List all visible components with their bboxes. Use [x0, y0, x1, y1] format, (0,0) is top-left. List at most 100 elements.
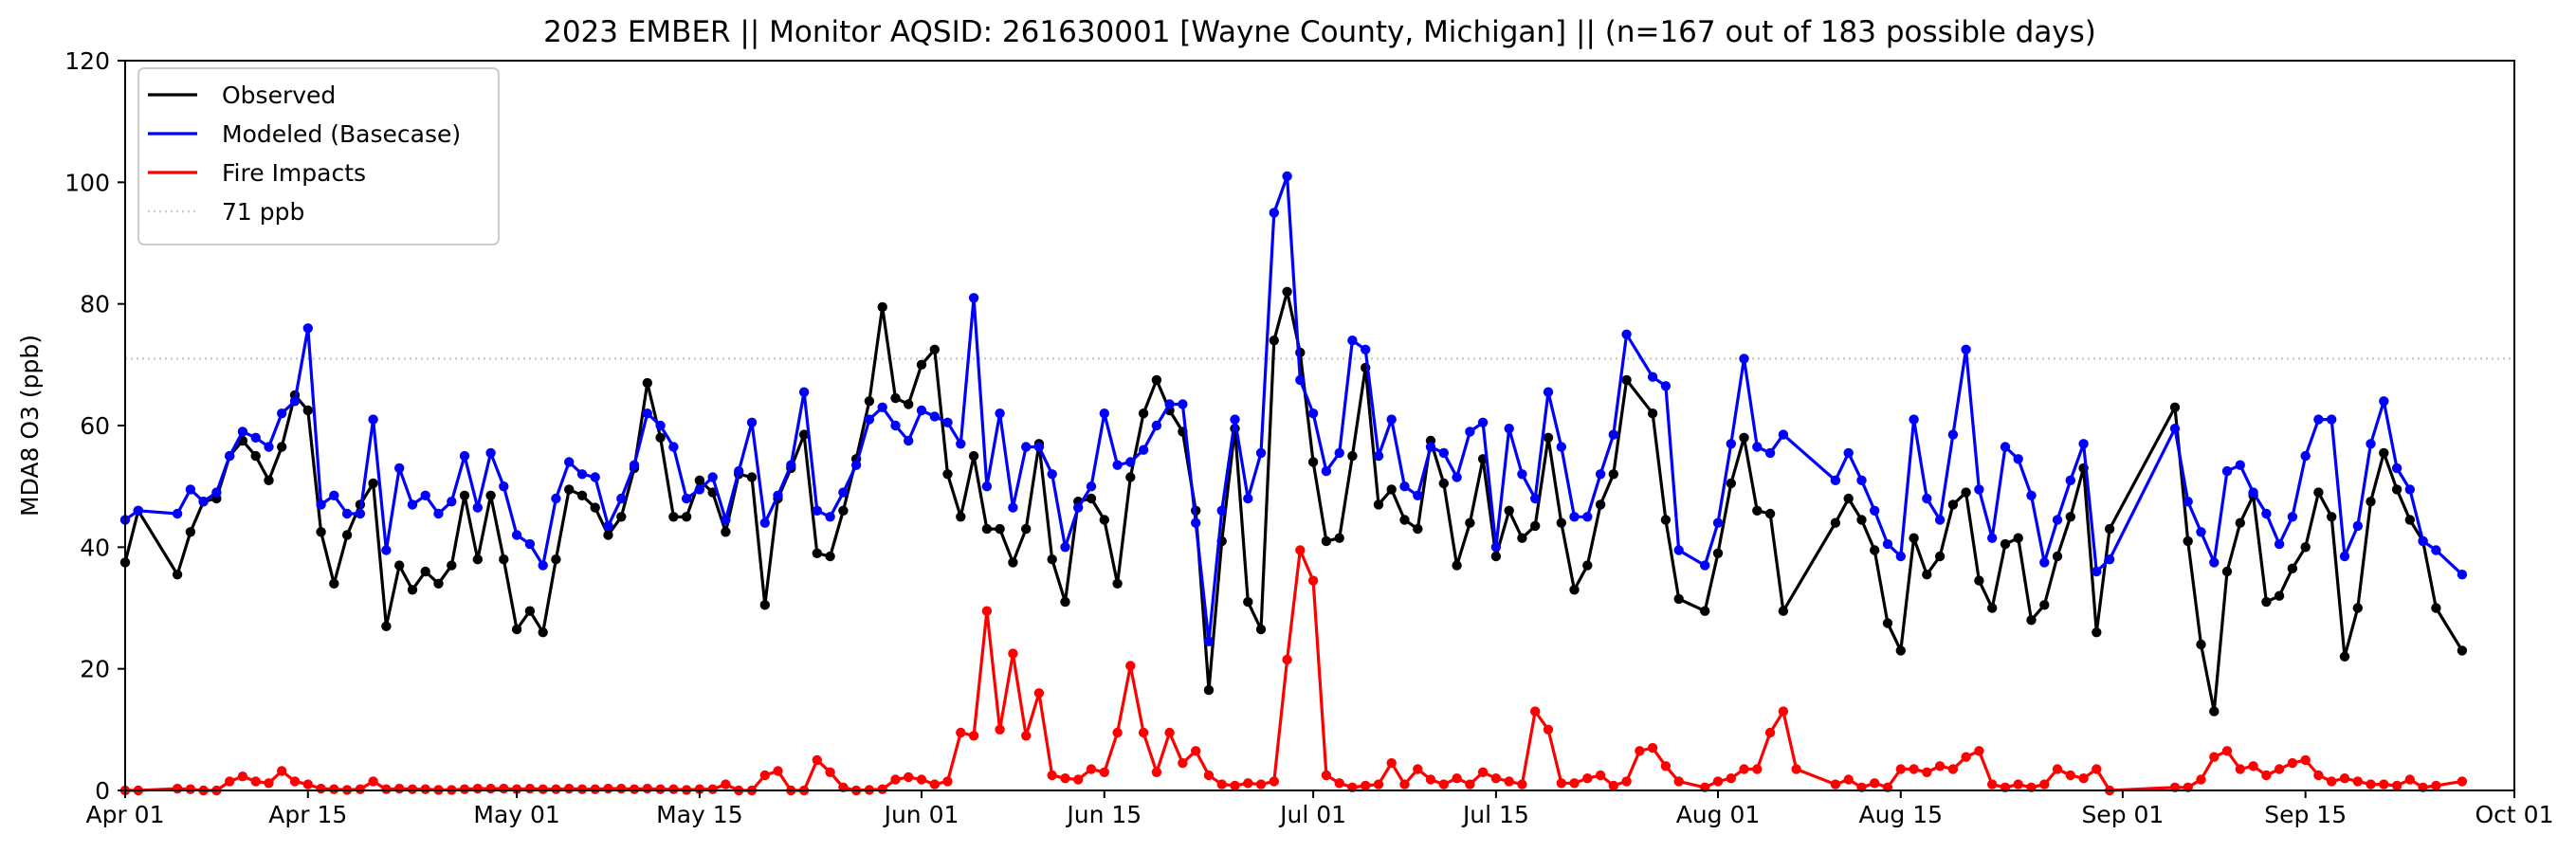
data-point	[499, 481, 509, 492]
x-tick-label: Jul 01	[1278, 801, 1346, 828]
data-point	[2209, 706, 2220, 717]
data-point	[2352, 520, 2363, 532]
data-point	[499, 783, 509, 794]
data-point	[302, 405, 313, 416]
data-point	[1947, 499, 1959, 510]
data-point	[1490, 551, 1502, 562]
data-point	[1203, 636, 1215, 646]
data-point	[2052, 764, 2063, 774]
data-point	[341, 508, 353, 519]
data-point	[603, 520, 613, 532]
data-point	[341, 530, 353, 540]
data-point	[2352, 776, 2363, 787]
data-point	[838, 505, 849, 516]
data-point	[368, 414, 378, 425]
data-point	[1321, 535, 1332, 547]
data-point	[2457, 645, 2468, 656]
data-point	[1764, 447, 1776, 459]
data-point	[1073, 502, 1084, 513]
data-point	[1778, 706, 1789, 717]
data-point	[1125, 457, 1136, 467]
data-point	[916, 774, 927, 785]
data-point	[850, 460, 862, 470]
data-point	[2274, 538, 2285, 550]
data-point	[447, 560, 457, 571]
x-tick-label: Jun 01	[883, 801, 959, 828]
data-point	[2052, 551, 2063, 562]
data-point	[1778, 606, 1789, 616]
data-point	[447, 497, 457, 507]
data-point	[1647, 742, 1658, 753]
data-point	[2404, 515, 2415, 525]
data-point	[616, 493, 627, 504]
data-point	[1386, 757, 1397, 769]
legend-label: Modeled (Basecase)	[222, 120, 461, 148]
data-point	[2196, 639, 2206, 650]
data-point	[2287, 757, 2298, 769]
data-point	[1595, 469, 1606, 480]
data-point	[2039, 600, 2050, 610]
data-point	[1700, 560, 1710, 571]
data-point	[2300, 754, 2311, 766]
data-point	[1895, 764, 1907, 774]
data-point	[1361, 780, 1371, 791]
data-point	[721, 779, 731, 789]
data-point	[1452, 560, 1462, 571]
data-point	[1151, 420, 1162, 431]
data-point	[1595, 770, 1606, 781]
data-point	[1178, 399, 1188, 409]
y-tick-label: 20	[80, 656, 110, 683]
data-point	[1073, 774, 1084, 785]
data-point	[472, 502, 483, 513]
data-point	[1987, 603, 1998, 613]
data-point	[1413, 490, 1423, 500]
data-point	[1008, 502, 1018, 513]
data-point	[2327, 414, 2337, 425]
data-point	[1739, 432, 1749, 443]
data-point	[942, 776, 953, 787]
data-point	[302, 779, 313, 789]
data-point	[576, 490, 588, 500]
data-point	[1033, 688, 1045, 699]
data-point	[2287, 563, 2298, 573]
data-point	[1739, 764, 1749, 774]
data-point	[576, 784, 588, 794]
data-point	[2013, 533, 2023, 543]
data-point	[1635, 746, 1645, 756]
data-point	[1361, 344, 1371, 354]
data-point	[929, 779, 940, 789]
data-point	[368, 776, 378, 787]
data-point	[2261, 596, 2272, 608]
data-point	[2235, 517, 2245, 528]
data-point	[250, 776, 261, 787]
data-point	[2104, 554, 2115, 565]
data-point	[1530, 493, 1541, 504]
data-point	[916, 359, 927, 370]
data-point	[433, 578, 444, 589]
data-point	[1164, 727, 1175, 738]
data-point	[2196, 774, 2206, 785]
data-point	[1909, 764, 1919, 774]
data-point	[420, 784, 430, 794]
data-point	[420, 566, 430, 577]
x-tick-label: Aug 15	[1858, 801, 1943, 828]
data-point	[1216, 779, 1227, 789]
data-point	[2327, 776, 2337, 787]
legend-label: 71 ppb	[222, 198, 304, 226]
data-point	[1987, 779, 1998, 789]
data-point	[1700, 606, 1710, 616]
data-point	[864, 414, 875, 425]
data-point	[2248, 487, 2258, 498]
data-point	[264, 778, 274, 789]
data-point	[1882, 618, 1893, 628]
data-point	[1843, 493, 1854, 504]
data-point	[1373, 499, 1384, 510]
data-point	[1060, 542, 1070, 553]
data-point	[1216, 505, 1227, 516]
data-point	[2418, 535, 2428, 547]
data-point	[1347, 450, 1358, 462]
data-point	[1909, 414, 1919, 425]
data-point	[1295, 374, 1306, 386]
data-point	[2039, 779, 2050, 789]
data-point	[2026, 490, 2037, 500]
